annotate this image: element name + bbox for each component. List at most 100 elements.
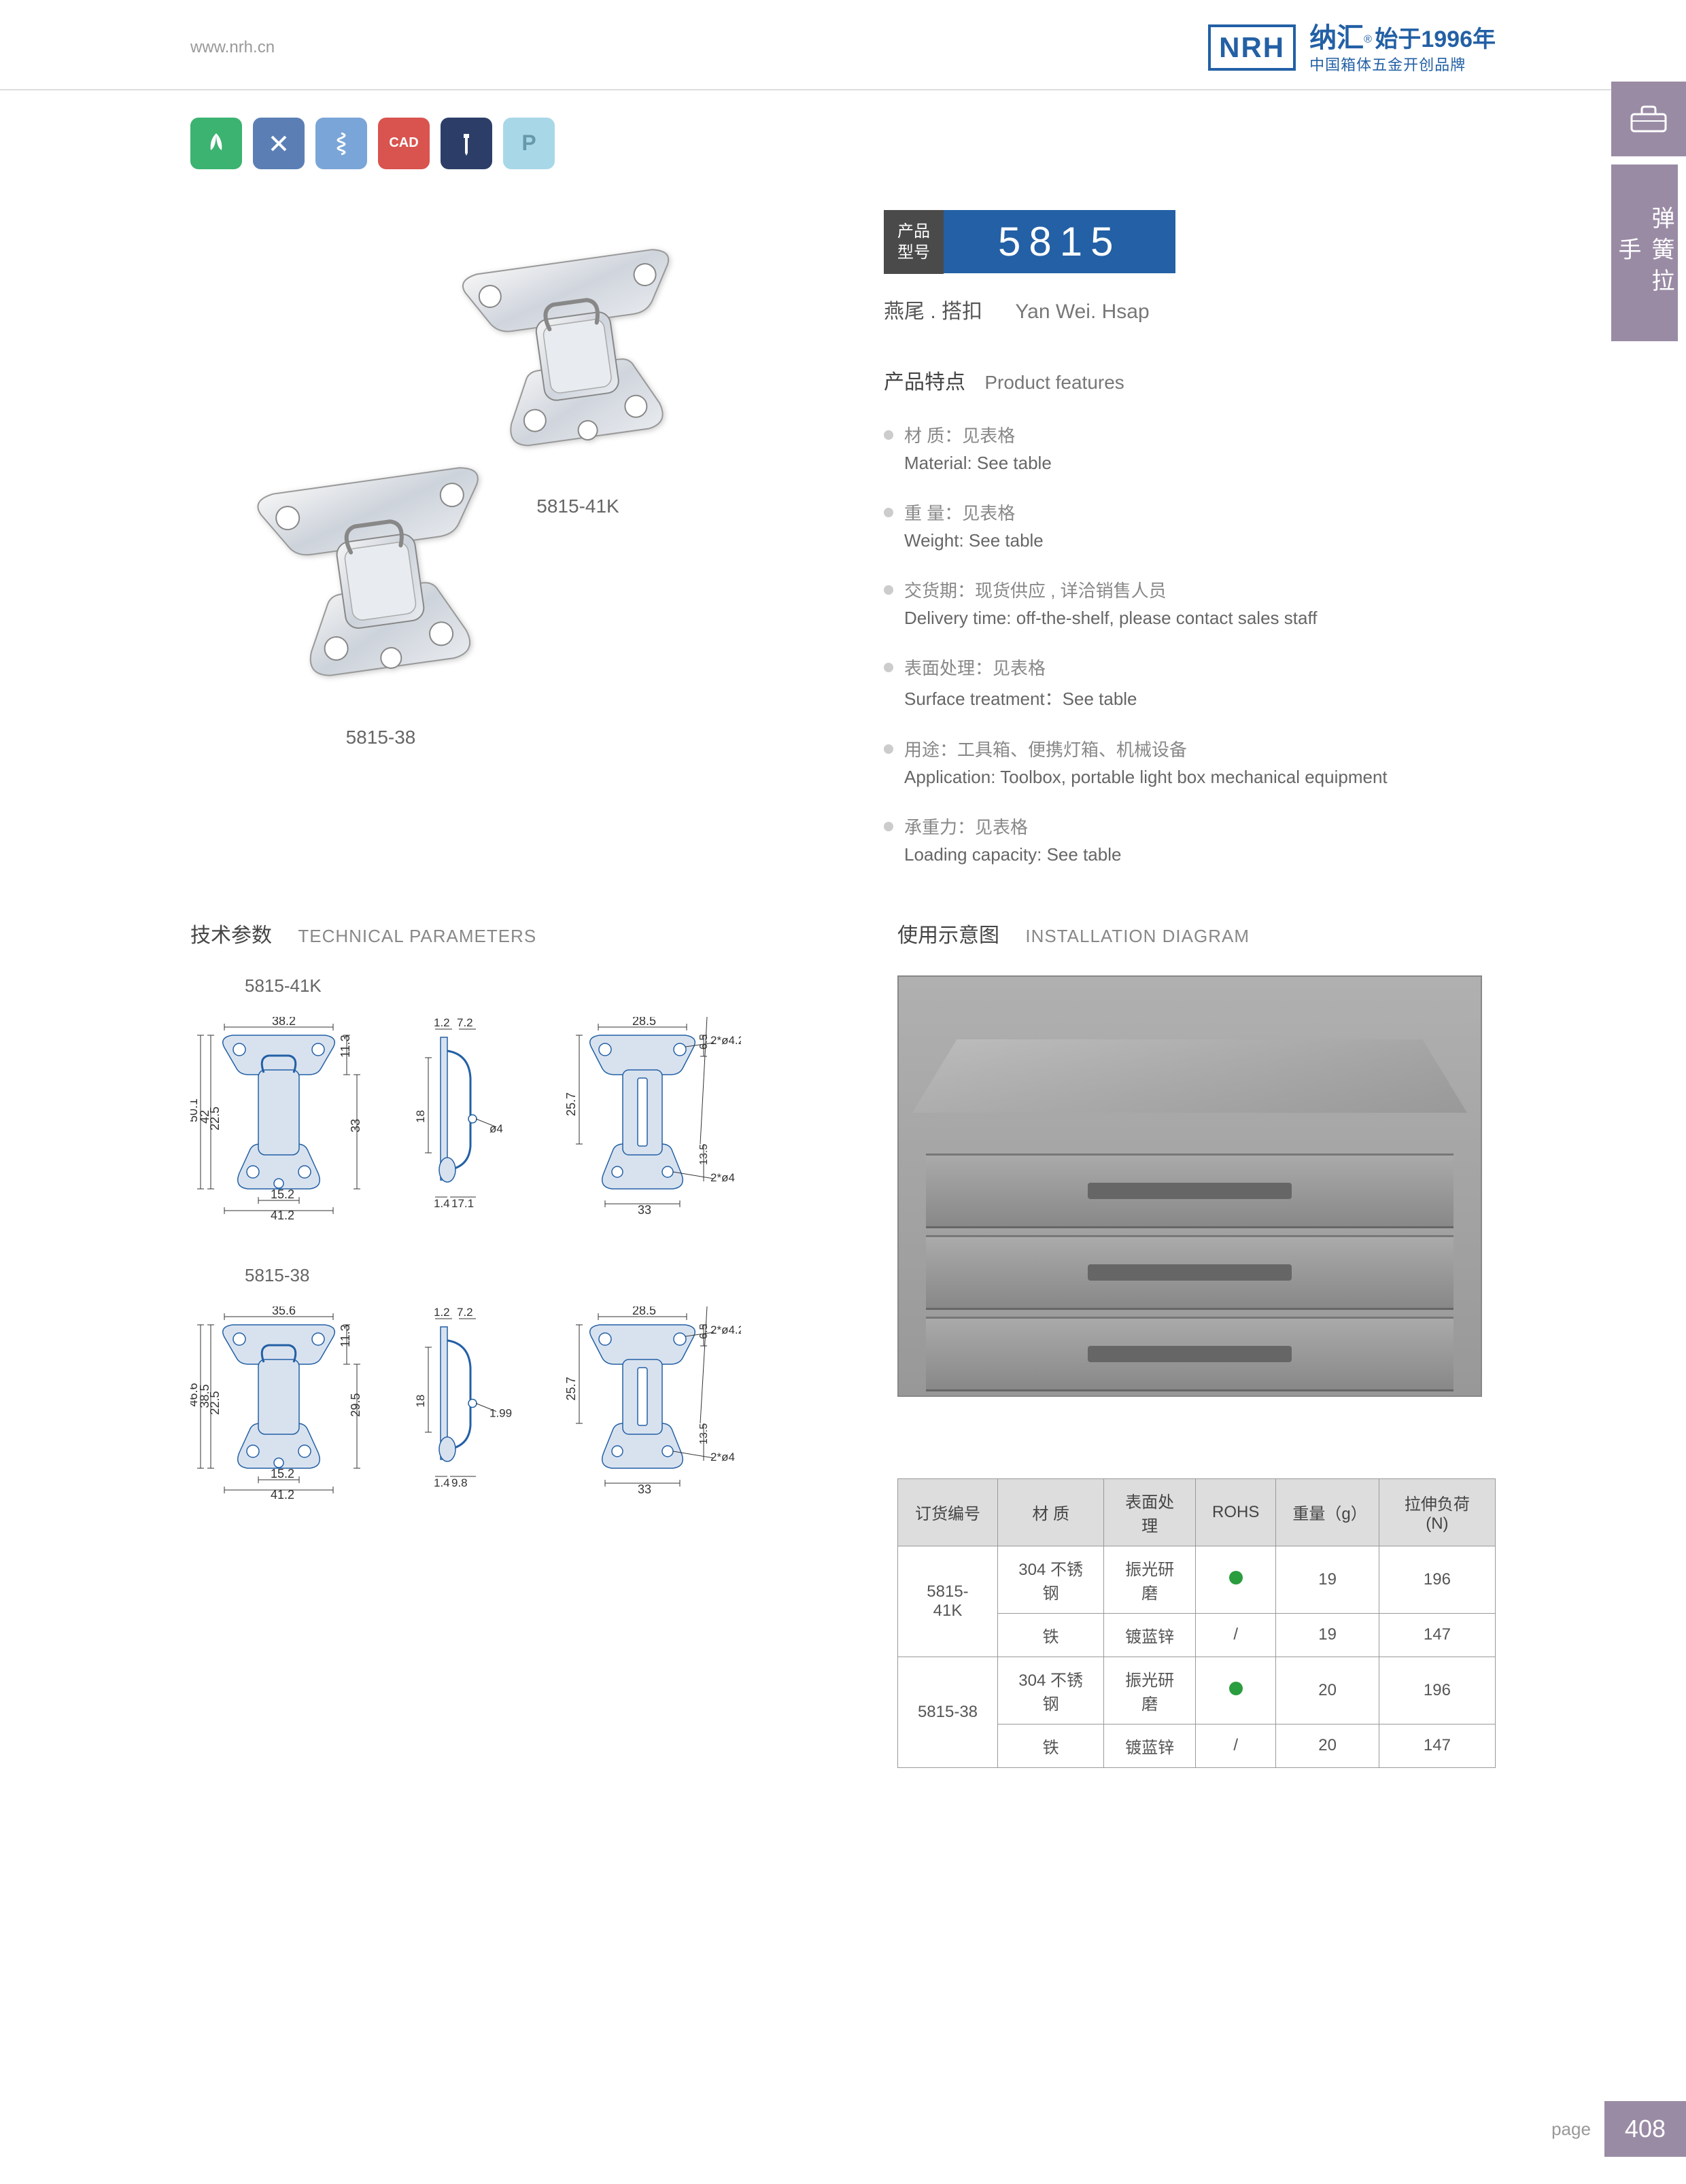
model-number: 5815 bbox=[944, 210, 1175, 273]
table-cell: 304 不锈钢 bbox=[997, 1657, 1103, 1724]
front-view: 35.6 46.6 38.5 22.5 15.2 41.2 11.3 29.5 bbox=[190, 1306, 367, 1504]
svg-text:22.5: 22.5 bbox=[208, 1391, 222, 1415]
svg-text:18: 18 bbox=[414, 1395, 427, 1408]
table-cell: 20 bbox=[1276, 1724, 1379, 1767]
svg-text:28.5: 28.5 bbox=[632, 1017, 656, 1028]
subtitle-cn: 燕尾 . 搭扣 bbox=[884, 300, 982, 323]
feature-en: Surface treatment：See table bbox=[904, 685, 1496, 710]
logo-text: NRH bbox=[1208, 24, 1296, 71]
svg-text:1.4: 1.4 bbox=[434, 1197, 450, 1210]
svg-text:35.6: 35.6 bbox=[272, 1306, 296, 1317]
svg-text:18: 18 bbox=[414, 1110, 427, 1123]
svg-text:1.2: 1.2 bbox=[434, 1306, 450, 1319]
svg-text:29.5: 29.5 bbox=[349, 1393, 362, 1417]
svg-text:22.5: 22.5 bbox=[208, 1107, 222, 1130]
svg-text:25.7: 25.7 bbox=[564, 1376, 578, 1400]
brand-since: 始于1996年 bbox=[1375, 27, 1496, 52]
rear-view: 28.5 25.7 33 2*ø4.2 2*ø4 6.5 13.5 bbox=[564, 1017, 741, 1224]
table-header: 拉伸负荷 (N) bbox=[1379, 1478, 1495, 1546]
feature-en: Application: Toolbox, portable light box… bbox=[904, 767, 1496, 788]
table-header: 表面处理 bbox=[1104, 1478, 1196, 1546]
table-cell: 196 bbox=[1379, 1546, 1495, 1613]
subtitle-en: Yan Wei. Hsap bbox=[1015, 300, 1149, 323]
feature-en: Loading capacity: See table bbox=[904, 844, 1496, 865]
install-title-en: INSTALLATION DIAGRAM bbox=[1025, 926, 1250, 946]
installation-photo bbox=[897, 975, 1482, 1397]
website-url: www.nrh.cn bbox=[190, 38, 275, 57]
table-cell: 振光研磨 bbox=[1104, 1657, 1196, 1724]
front-view: 38.2 50.1 42 22.5 15.2 41.2 11.3 33 bbox=[190, 1017, 367, 1224]
features-title-en: Product features bbox=[984, 372, 1124, 393]
table-cell: 铁 bbox=[997, 1613, 1103, 1657]
table-cell: 19 bbox=[1276, 1546, 1379, 1613]
svg-text:15.2: 15.2 bbox=[271, 1467, 294, 1480]
svg-text:13.5: 13.5 bbox=[698, 1144, 710, 1165]
svg-text:7.2: 7.2 bbox=[457, 1017, 473, 1029]
drawing-label: 5815-38 bbox=[245, 1265, 829, 1286]
table-cell: / bbox=[1196, 1613, 1276, 1657]
tools-icon bbox=[253, 118, 305, 169]
table-cell: / bbox=[1196, 1724, 1276, 1767]
feature-cn: 用途：工具箱、便携灯箱、机械设备 bbox=[904, 736, 1496, 761]
svg-text:15.2: 15.2 bbox=[271, 1188, 294, 1201]
svg-text:33: 33 bbox=[638, 1203, 651, 1217]
side-view: 1.2 7.2 18 1.4 17.1 ø4 bbox=[408, 1017, 523, 1224]
table-cell: 振光研磨 bbox=[1104, 1546, 1196, 1613]
page-label: page bbox=[1551, 2119, 1591, 2140]
svg-text:7.2: 7.2 bbox=[457, 1306, 473, 1319]
feature-cn: 承重力：见表格 bbox=[904, 814, 1496, 839]
svg-text:33: 33 bbox=[349, 1119, 362, 1132]
svg-text:9.8: 9.8 bbox=[451, 1476, 468, 1489]
feature-icon-row: CAD P bbox=[0, 90, 1686, 169]
eco-icon bbox=[190, 118, 242, 169]
table-header: 订货编号 bbox=[898, 1478, 998, 1546]
svg-text:38.2: 38.2 bbox=[272, 1017, 296, 1028]
svg-text:2*ø4.2: 2*ø4.2 bbox=[710, 1034, 741, 1047]
table-cell bbox=[1196, 1657, 1276, 1724]
svg-text:2*ø4.2: 2*ø4.2 bbox=[710, 1323, 741, 1336]
brand-block: NRH 纳汇® 始于1996年 中国箱体五金开创品牌 bbox=[1208, 20, 1496, 75]
svg-text:17.1: 17.1 bbox=[451, 1197, 474, 1210]
table-cell: 镀蓝锌 bbox=[1104, 1613, 1196, 1657]
feature-list: 材 质：见表格Material: See table重 量：见表格Weight:… bbox=[884, 422, 1496, 865]
svg-text:1.99: 1.99 bbox=[489, 1406, 512, 1419]
svg-text:13.5: 13.5 bbox=[698, 1423, 710, 1444]
svg-text:2*ø4: 2*ø4 bbox=[710, 1171, 735, 1184]
svg-text:6.5: 6.5 bbox=[698, 1035, 710, 1050]
feature-cn: 交货期：现货供应 , 详洽销售人员 bbox=[904, 577, 1496, 602]
svg-text:1.4: 1.4 bbox=[434, 1476, 450, 1489]
product-image-2: 5815-38 bbox=[231, 455, 530, 748]
svg-text:ø4: ø4 bbox=[489, 1122, 503, 1135]
screw-icon bbox=[441, 118, 492, 169]
table-cell: 19 bbox=[1276, 1613, 1379, 1657]
side-view: 1.2 7.2 18 1.4 9.8 1.99 bbox=[408, 1306, 523, 1504]
table-header: 重量（g） bbox=[1276, 1478, 1379, 1546]
table-cell: 20 bbox=[1276, 1657, 1379, 1724]
feature-cn: 重 量：见表格 bbox=[904, 500, 1496, 525]
svg-text:41.2: 41.2 bbox=[271, 1209, 294, 1221]
feature-en: Material: See table bbox=[904, 453, 1496, 474]
svg-text:28.5: 28.5 bbox=[632, 1306, 656, 1317]
table-header: ROHS bbox=[1196, 1478, 1276, 1546]
table-header: 材 质 bbox=[997, 1478, 1103, 1546]
svg-text:2*ø4: 2*ø4 bbox=[710, 1451, 735, 1463]
table-cell: 304 不锈钢 bbox=[997, 1546, 1103, 1613]
table-cell: 5815-41K bbox=[898, 1546, 998, 1657]
rear-view: 28.5 25.7 33 2*ø4.2 2*ø4 6.5 13.5 bbox=[564, 1306, 741, 1504]
svg-text:11.3: 11.3 bbox=[339, 1035, 352, 1058]
product-1-label: 5815-41K bbox=[536, 496, 619, 517]
svg-text:6.5: 6.5 bbox=[698, 1324, 710, 1339]
table-cell: 147 bbox=[1379, 1724, 1495, 1767]
feature-en: Delivery time: off-the-shelf, please con… bbox=[904, 608, 1496, 629]
table-cell bbox=[1196, 1546, 1276, 1613]
brand-cn: 纳汇 bbox=[1309, 23, 1364, 53]
table-cell: 196 bbox=[1379, 1657, 1495, 1724]
side-category-label: 弹簧拉手 bbox=[1611, 164, 1678, 341]
install-title-cn: 使用示意图 bbox=[897, 924, 999, 947]
cad-icon: CAD bbox=[378, 118, 430, 169]
brand-tagline: 中国箱体五金开创品牌 bbox=[1309, 56, 1496, 75]
svg-text:33: 33 bbox=[638, 1483, 651, 1496]
tech-title-cn: 技术参数 bbox=[190, 924, 272, 947]
svg-text:1.2: 1.2 bbox=[434, 1017, 450, 1029]
drawing-label: 5815-41K bbox=[245, 975, 829, 996]
